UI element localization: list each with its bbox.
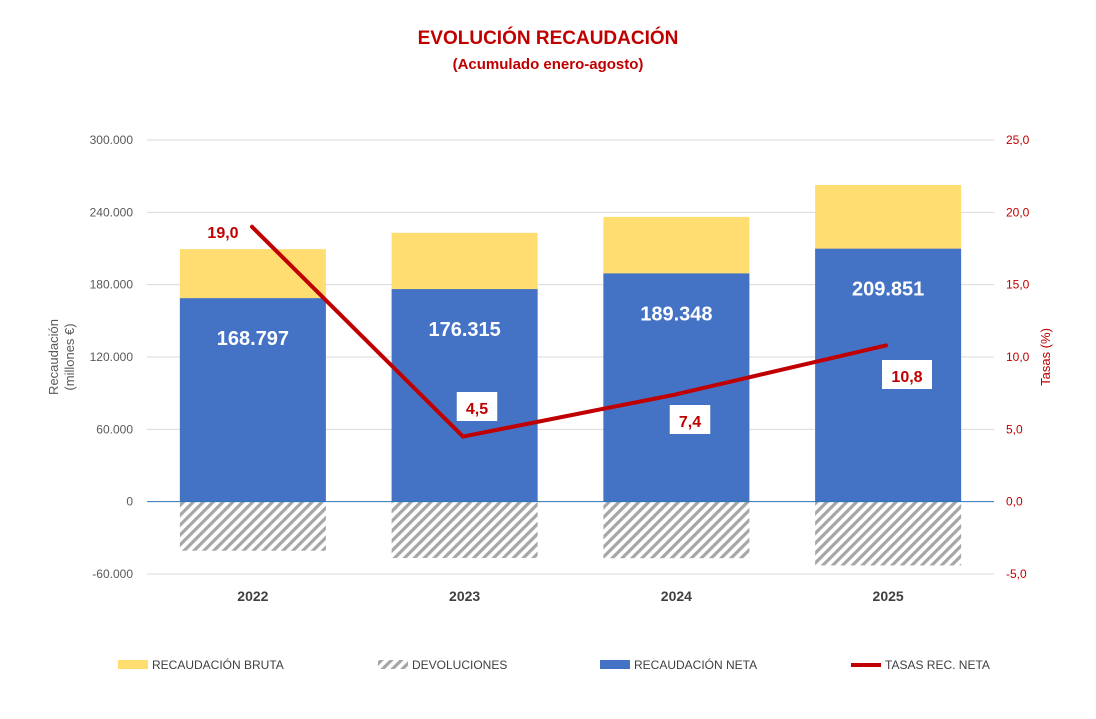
chart-subtitle: (Acumulado enero-agosto) (452, 56, 644, 73)
data-label-neta: 168.797 (217, 328, 289, 350)
chart-title: EVOLUCIÓN RECAUDACIÓN (417, 28, 679, 49)
y-right-tick-label: 25,0 (1006, 133, 1030, 147)
legend-label-devoluciones: DEVOLUCIONES (412, 658, 507, 672)
x-tick-label: 2025 (873, 588, 904, 604)
legend-label-recaudacion-neta: RECAUDACIÓN NETA (634, 657, 757, 672)
bar-recaudacion-neta (603, 273, 750, 502)
data-label-box (198, 216, 248, 245)
legend-swatch-recaudacion-neta (600, 660, 630, 669)
y-left-tick-label: 60.000 (96, 422, 133, 436)
y-right-tick-label: 0,0 (1006, 495, 1023, 509)
bar-recaudacion-neta (179, 298, 326, 502)
data-label-tasa: 10,8 (891, 369, 922, 386)
legend-swatch-devoluciones (378, 660, 408, 669)
y-left-tick-label: 300.000 (90, 133, 134, 147)
data-label-neta: 189.348 (640, 303, 712, 325)
y-left-axis-title: Recaudación(millones €) (46, 319, 77, 395)
y-right-tick-label: 20,0 (1006, 205, 1030, 219)
bar-devoluciones (179, 501, 326, 551)
line-tasas-rec-neta (250, 224, 888, 439)
y-right-tick-label: 5,0 (1006, 422, 1023, 436)
bar-devoluciones (391, 501, 538, 558)
y-left-tick-label: 180.000 (90, 278, 134, 292)
y-right-tick-label: -5,0 (1006, 567, 1027, 581)
data-label-box (456, 392, 498, 421)
data-label-box (882, 360, 932, 389)
bar-devoluciones (603, 501, 750, 559)
legend-swatch-recaudacion-bruta (118, 660, 148, 669)
data-label-tasa: 7,4 (679, 414, 701, 431)
y-right-axis-title: Tasas (%) (1038, 328, 1053, 386)
data-label-box (669, 405, 711, 434)
legend-label-recaudacion-bruta: RECAUDACIÓN BRUTA (152, 657, 284, 672)
data-label-neta: 209.851 (852, 279, 924, 301)
y-right-tick-label: 15,0 (1006, 278, 1030, 292)
data-label-tasa: 19,0 (207, 225, 238, 242)
x-tick-label: 2022 (237, 588, 268, 604)
y-left-tick-label: 240.000 (90, 205, 134, 219)
y-left-tick-label: -60.000 (92, 567, 133, 581)
y-left-tick-label: 120.000 (90, 350, 134, 364)
bar-devoluciones (815, 501, 962, 566)
x-tick-label: 2023 (449, 588, 480, 604)
data-label-neta: 176.315 (428, 319, 500, 341)
legend-label-tasas-rec-neta: TASAS REC. NETA (885, 658, 990, 672)
y-right-tick-label: 10,0 (1006, 350, 1030, 364)
x-tick-label: 2024 (661, 588, 692, 604)
data-label-tasa: 4,5 (466, 401, 488, 418)
y-left-tick-label: 0 (126, 495, 133, 509)
